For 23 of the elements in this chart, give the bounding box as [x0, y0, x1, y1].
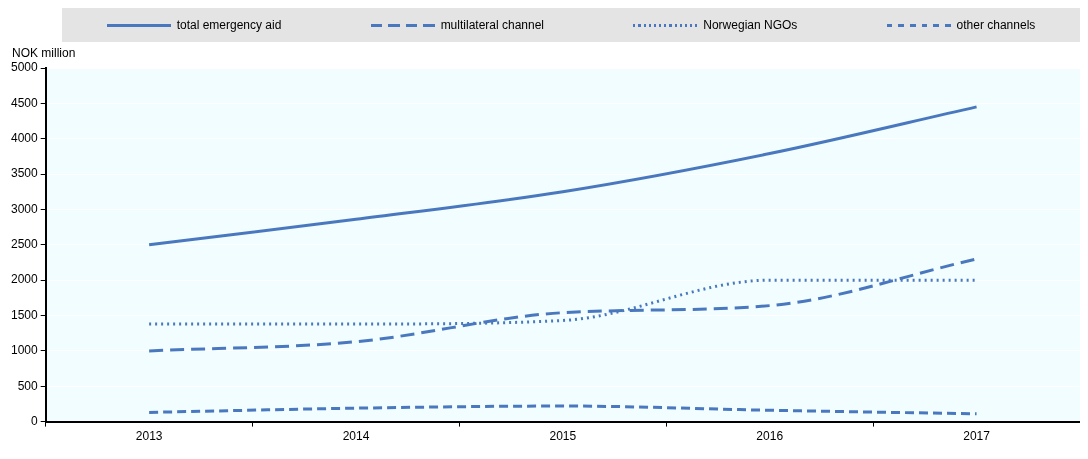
x-tick-label: 2014	[342, 429, 370, 444]
line-series	[147, 105, 979, 247]
y-axis-title: NOK million	[12, 46, 76, 61]
legend-label: Norwegian NGOs	[703, 18, 798, 32]
legend-label: total emergency aid	[176, 18, 282, 32]
y-tick-label: 4000	[10, 131, 39, 146]
y-tick-label: 4500	[10, 95, 39, 110]
y-tick-label: 1500	[10, 307, 39, 322]
x-tick-label: 2015	[549, 429, 577, 444]
y-tick-label: 5000	[10, 60, 39, 75]
legend-label: other channels	[956, 18, 1036, 32]
y-tick-label: 3500	[10, 166, 39, 181]
x-tick-label: 2016	[756, 429, 784, 444]
legend-label: multilateral channel	[440, 18, 545, 32]
y-tick-label: 500	[17, 378, 39, 393]
y-tick-label: 1000	[10, 343, 39, 358]
line-series	[147, 404, 979, 416]
y-tick-label: 3000	[10, 201, 39, 216]
x-tick-label: 2013	[135, 429, 163, 444]
x-tick-label: 2017	[963, 429, 991, 444]
y-tick-label: 2500	[10, 237, 39, 252]
y-tick-label: 2000	[10, 272, 39, 287]
y-tick-label: 0	[31, 413, 39, 428]
